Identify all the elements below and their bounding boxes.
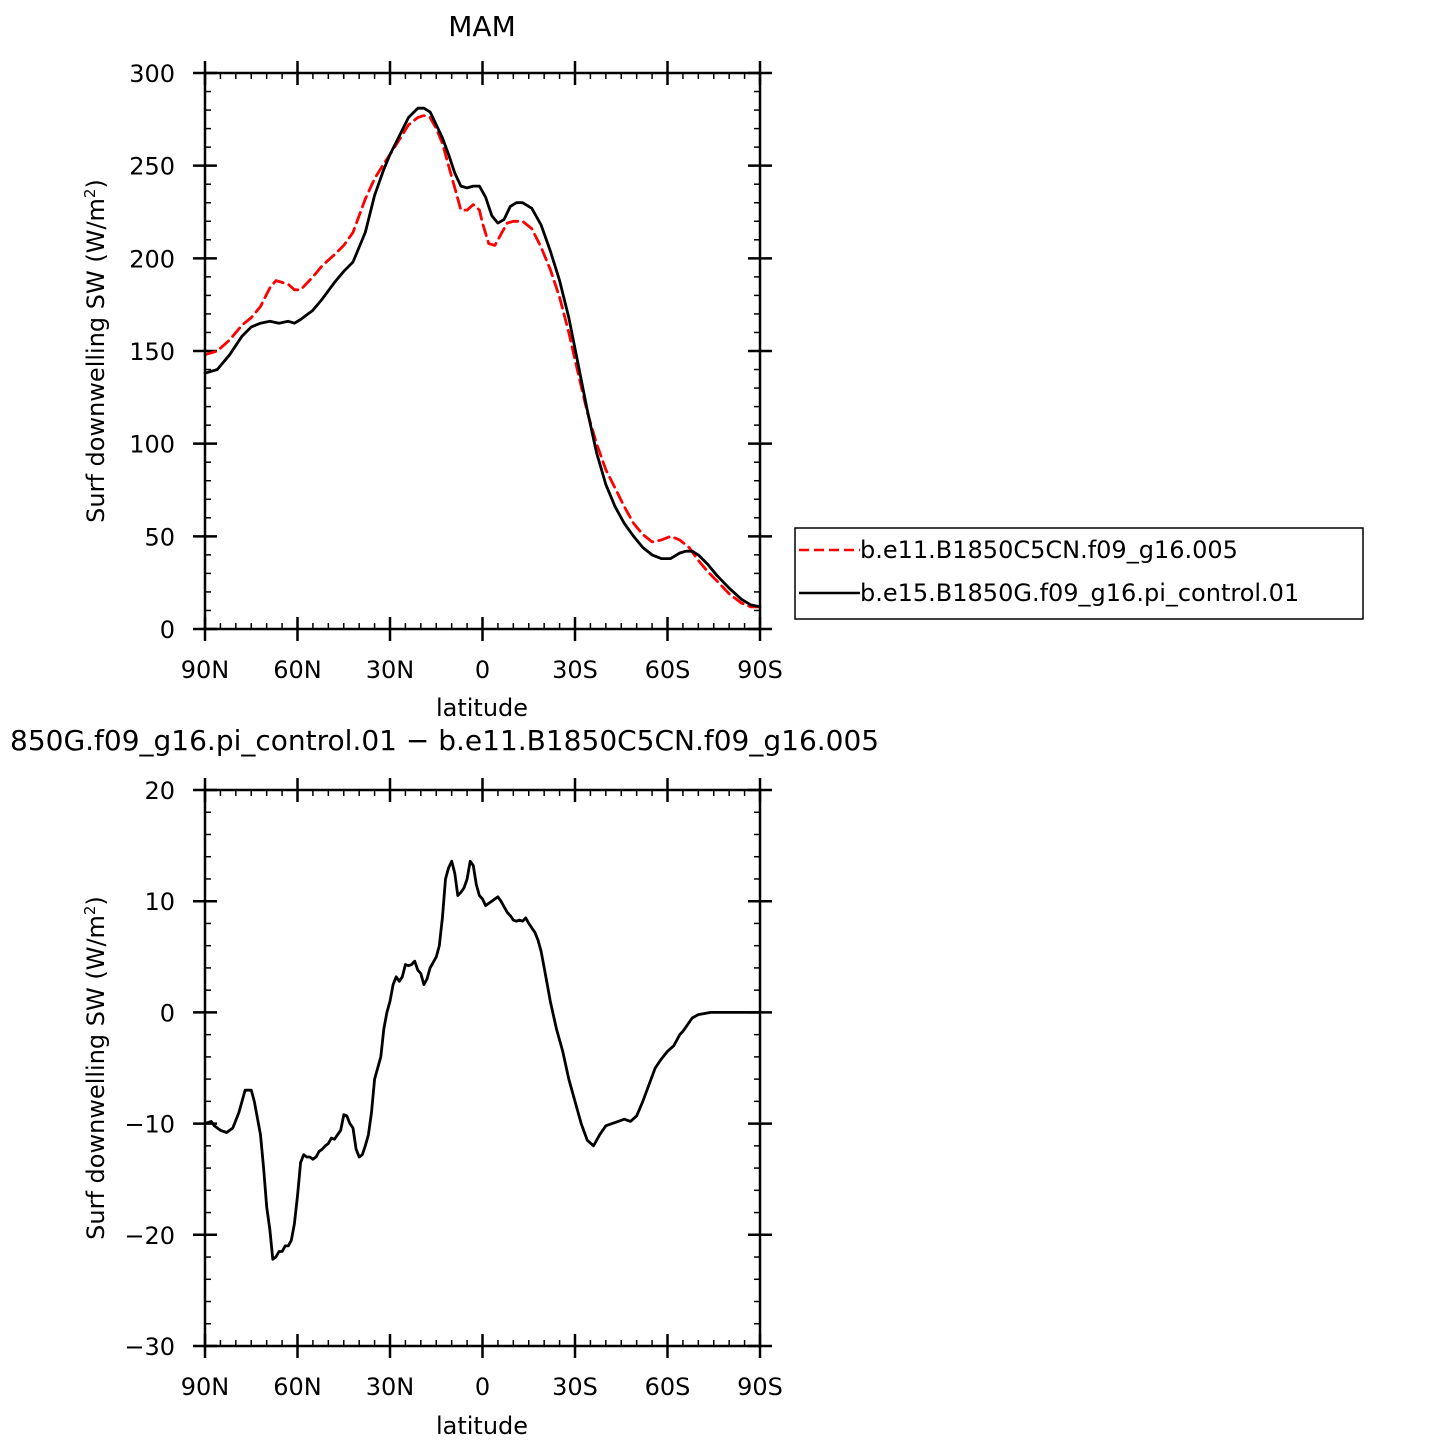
top-x-tick-label: 60S <box>645 656 691 684</box>
bottom-x-tick-label: 0 <box>475 1373 490 1401</box>
top-x-tick-label: 30S <box>552 656 598 684</box>
bottom-series-line-1 <box>203 859 762 1261</box>
top-y-tick-label: 250 <box>129 153 175 181</box>
top-y-tick-label: 100 <box>129 431 175 459</box>
top-axis-ticks: 90N 60N 30N 0 30S 60S 90S 0 50 100 150 200 250 300 <box>129 60 783 684</box>
top-plot-frame <box>203 71 762 631</box>
bottom-series-group <box>203 859 762 1261</box>
top-x-tick-label: 0 <box>475 656 490 684</box>
legend-label-series-1: b.e11.B1850C5CN.f09_g16.005 <box>860 536 1238 564</box>
top-series-line-2 <box>203 106 762 609</box>
bottom-x-axis-title: latitude <box>436 1412 528 1440</box>
top-series-group <box>203 106 762 609</box>
bottom-axis-ticks: 90N 60N 30N 0 30S 60S 90S −30 −20 −10 0 10 20 <box>124 777 783 1401</box>
top-x-tick-label: 90S <box>737 656 783 684</box>
bottom-plot-frame <box>203 788 762 1348</box>
bottom-y-tick-label: 10 <box>144 888 175 916</box>
bottom-y-tick-label: 0 <box>160 999 175 1027</box>
bottom-x-tick-label: 90N <box>181 1373 230 1401</box>
top-x-tick-label: 30N <box>366 656 415 684</box>
bottom-x-tick-label: 60S <box>645 1373 691 1401</box>
top-y-tick-label: 300 <box>129 60 175 88</box>
bottom-y-tick-label: −10 <box>124 1111 175 1139</box>
top-y-tick-label: 0 <box>160 616 175 644</box>
top-y-tick-label: 150 <box>129 338 175 366</box>
top-x-axis-title: latitude <box>436 694 528 722</box>
bottom-y-tick-label: 20 <box>144 777 175 805</box>
bottom-panel-title: 850G.f09_g16.pi_control.01 − b.e11.B1850… <box>10 724 879 757</box>
legend-label-series-2: b.e15.B1850G.f09_g16.pi_control.01 <box>860 579 1299 607</box>
top-series-line-1 <box>203 114 762 609</box>
bottom-panel: 850G.f09_g16.pi_control.01 − b.e11.B1850… <box>10 724 879 1440</box>
top-y-tick-label: 50 <box>144 523 175 551</box>
bottom-y-axis-title: Surf downwelling SW (W/m2) <box>81 896 110 1240</box>
top-y-tick-label: 200 <box>129 245 175 273</box>
bottom-x-tick-label: 90S <box>737 1373 783 1401</box>
bottom-x-tick-label: 30S <box>552 1373 598 1401</box>
bottom-y-tick-label: −20 <box>124 1222 175 1250</box>
top-x-tick-label: 60N <box>273 656 322 684</box>
bottom-x-tick-label: 30N <box>366 1373 415 1401</box>
bottom-x-tick-label: 60N <box>273 1373 322 1401</box>
legend-box <box>794 527 1364 620</box>
top-x-tick-label: 90N <box>181 656 230 684</box>
bottom-y-tick-label: −30 <box>124 1333 175 1361</box>
top-panel: MAM latitude Surf downwelling SW (W/m2) … <box>81 10 783 722</box>
top-y-axis-title: Surf downwelling SW (W/m2) <box>81 179 110 523</box>
legend: b.e11.B1850C5CN.f09_g16.005 b.e15.B1850G… <box>794 527 1364 620</box>
top-panel-title: MAM <box>448 10 515 43</box>
